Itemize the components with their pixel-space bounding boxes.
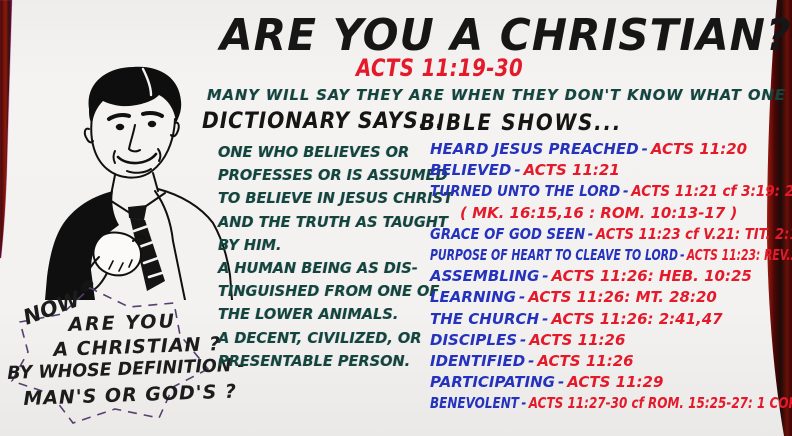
list-item: BENEVOLENT - ACTS 11:27-30 cf ROM. 15:25-2… [430, 393, 792, 414]
list-item: HEARD JESUS PREACHED - ACTS 11:20 [430, 139, 792, 160]
item-label: THE CHURCH [430, 309, 540, 328]
item-separator: - [641, 140, 648, 158]
list-item: PURPOSE OF HEART TO CLEAVE TO LORD - ACTS … [430, 245, 792, 266]
bible-shows-list: HEARD JESUS PREACHED - ACTS 11:20 BELIEVED… [430, 139, 792, 415]
item-separator: - [528, 352, 535, 371]
list-item-continuation: ( MK. 16:15,16 : ROM. 10:13-17 ) [430, 203, 792, 224]
item-reference: ACTS 11:23 cf V.21: TIT. 2:11,12 [595, 224, 792, 243]
item-label: IDENTIFIED [430, 352, 526, 371]
list-item: LEARNING - ACTS 11:26: MT. 28:20 [430, 287, 792, 308]
man-face [90, 116, 176, 179]
item-label: LEARNING [430, 288, 516, 307]
dictionary-definition: ONE WHO BELIEVES OR PROFESSES OR IS ASSU… [218, 141, 453, 373]
list-item: ASSEMBLING - ACTS 11:26: HEB. 10:25 [430, 266, 792, 287]
tagline: MANY WILL SAY THEY ARE WHEN THEY DON'T K… [207, 86, 792, 104]
item-label: ASSEMBLING [430, 267, 540, 286]
item-label: HEARD JESUS PREACHED [430, 140, 639, 158]
item-label: TURNED UNTO THE LORD [430, 182, 621, 201]
item-reference: ACTS 11:26 [529, 330, 626, 349]
man-hair [88, 66, 182, 125]
item-separator: - [518, 288, 526, 307]
man-tie [128, 205, 147, 220]
list-item: THE CHURCH - ACTS 11:26: 2:41,47 [430, 309, 792, 330]
item-reference: ACTS 11:26: HEB. 10:25 [551, 267, 752, 286]
item-reference: ACTS 11:27-30 cf ROM. 15:25-27: 1 COR.16… [528, 394, 792, 413]
item-reference: ACTS 11:29 [567, 373, 664, 392]
page-title: ARE YOU A CHRISTIAN? [220, 10, 792, 61]
item-separator: - [514, 161, 521, 180]
dictionary-line: TINGUISHED FROM ONE OF [218, 282, 440, 301]
dictionary-line: BY HIM. [218, 235, 282, 254]
scripture-reference: ACTS 11:19-30 [356, 54, 524, 82]
item-reference: ACTS 11:26 [537, 352, 634, 371]
item-separator: - [587, 224, 594, 243]
item-separator: - [680, 246, 685, 265]
dictionary-line: PRESENTABLE PERSON. [218, 351, 411, 370]
item-reference: ACTS 11:26: 2:41,47 [551, 309, 723, 328]
dictionary-line: TO BELIEVE IN JESUS CHRIST [218, 189, 454, 208]
speech-burst: NOW ARE YOU A CHRISTIAN ? BY WHOSE DEFIN… [2, 285, 245, 435]
item-label: PARTICIPATING [430, 373, 555, 392]
item-reference: ACTS 11:20 [650, 140, 748, 158]
item-separator: - [557, 373, 565, 392]
pointing-man-illustration [45, 66, 233, 300]
dictionary-line: ONE WHO BELIEVES OR [218, 143, 410, 161]
item-label: DISCIPLES [430, 330, 518, 349]
item-separator: - [542, 309, 549, 328]
list-item: GRACE OF GOD SEEN - ACTS 11:23 cf V.21: TI… [430, 224, 792, 245]
man-pointing-hand [92, 231, 142, 277]
right-curtain-edge [767, 0, 792, 436]
list-item: BELIEVED - ACTS 11:21 [430, 160, 792, 181]
left-curtain-edge [0, 0, 13, 259]
item-label: GRACE OF GOD SEEN [430, 224, 586, 243]
dictionary-heading: DICTIONARY SAYS... [202, 109, 445, 134]
item-separator: - [521, 394, 527, 413]
item-separator: - [520, 330, 527, 349]
dictionary-line: A HUMAN BEING AS DIS- [218, 259, 418, 278]
list-item: PARTICIPATING - ACTS 11:29 [430, 372, 792, 393]
bible-heading: BIBLE SHOWS... [420, 111, 623, 136]
list-item: TURNED UNTO THE LORD - ACTS 11:21 cf 3:19:… [430, 181, 792, 202]
man-jacket [157, 188, 233, 300]
dictionary-line: PROFESSES OR IS ASSUMED [218, 166, 448, 185]
item-reference: ACTS 11:26: MT. 28:20 [528, 288, 717, 307]
list-item: DISCIPLES - ACTS 11:26 [430, 330, 792, 351]
speech-burst-outline [10, 287, 210, 424]
item-label: BELIEVED [430, 161, 512, 180]
item-label: BENEVOLENT [430, 394, 519, 413]
item-separator: - [622, 182, 629, 201]
item-separator: - [542, 267, 549, 286]
dictionary-line: THE LOWER ANIMALS. [218, 305, 399, 324]
item-reference: ACTS 11:21 cf 3:19: 2:38 [631, 182, 792, 201]
dictionary-line: A DECENT, CIVILIZED, OR [218, 328, 422, 347]
item-reference: ACTS 11:23: REV.2:10 [686, 246, 792, 265]
item-reference: ACTS 11:21 [523, 161, 620, 180]
man-sleeve [45, 191, 119, 300]
dictionary-line: AND THE TRUTH AS TAUGHT [218, 212, 448, 231]
item-label: PURPOSE OF HEART TO CLEAVE TO LORD [430, 246, 678, 265]
item-reference: ( MK. 16:15,16 : ROM. 10:13-17 ) [460, 203, 738, 222]
list-item: IDENTIFIED - ACTS 11:26 [430, 351, 792, 372]
